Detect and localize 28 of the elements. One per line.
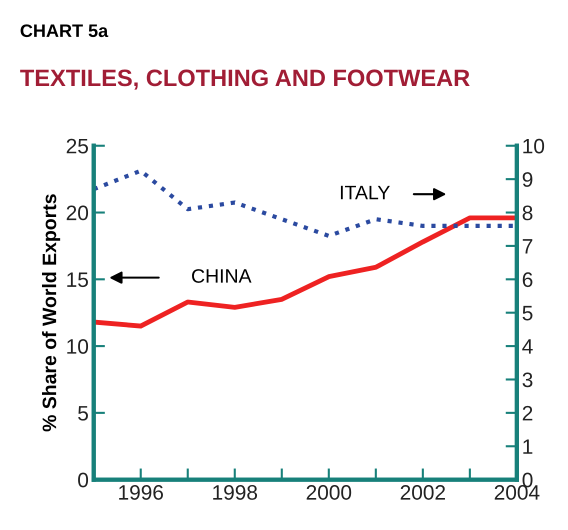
chart-subtitle: TEXTILES, CLOTHING AND FOOTWEAR — [20, 70, 470, 90]
y2-tick-label: 5 — [522, 306, 532, 320]
x-tick-label: 1996 — [119, 485, 163, 500]
y2-tick-label: 2 — [522, 406, 532, 420]
y2-tick-label: 7 — [522, 239, 532, 254]
x-tick-label: 1998 — [213, 485, 258, 500]
x-tick-label: 2000 — [306, 485, 352, 500]
y-axis-title: % Share of World Exports — [42, 194, 60, 432]
series-label: ITALY — [340, 186, 390, 200]
y2-tick-label: 0 — [522, 472, 533, 488]
y2-tick-label: 9 — [522, 172, 532, 187]
y-tick-label: 20 — [66, 206, 88, 220]
y2-tick-label: 6 — [522, 272, 532, 288]
y2-tick-label: 1 — [523, 439, 532, 454]
y-tick-label: 25 — [66, 138, 88, 154]
x-tick-label: 2004 — [494, 485, 540, 500]
y2-tick-label: 4 — [522, 339, 533, 354]
y-tick-label: 15 — [67, 272, 88, 288]
y2-tick-label: 8 — [522, 206, 532, 220]
y2-tick-label: 3 — [522, 372, 532, 388]
y-tick-label: 10 — [67, 339, 88, 354]
series-label: CHINA — [192, 269, 252, 283]
y-tick-label: 5 — [78, 406, 88, 421]
y2-tick-label: 10 — [523, 138, 544, 154]
y-tick-label: 0 — [78, 472, 88, 488]
x-tick-label: 2002 — [400, 485, 445, 500]
line-series — [94, 215, 517, 328]
chart-title: CHART 5a — [20, 24, 108, 38]
